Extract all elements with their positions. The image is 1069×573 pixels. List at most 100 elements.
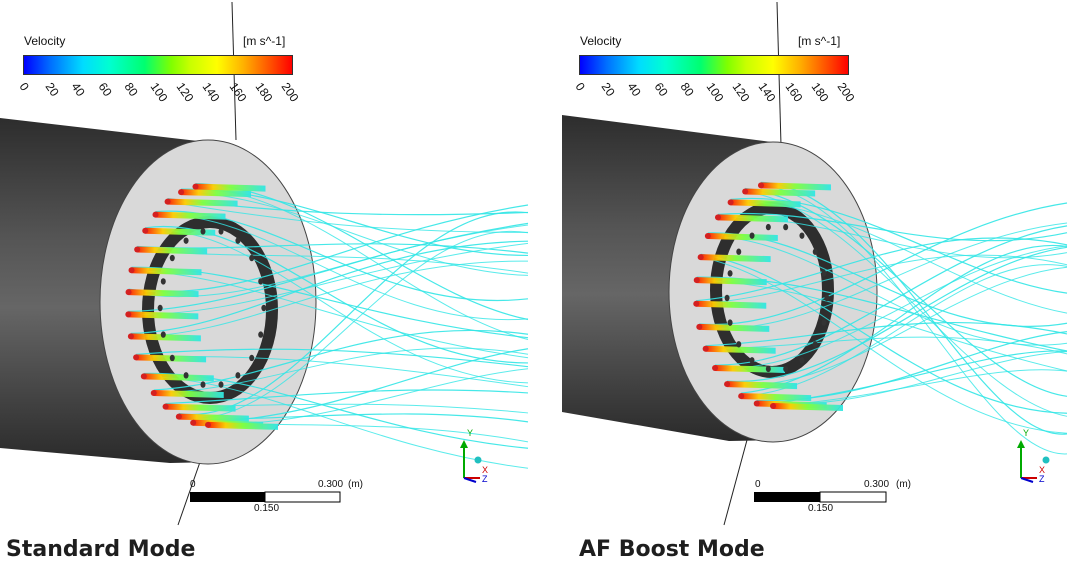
hole-icon <box>727 319 733 326</box>
hole-icon <box>169 354 175 362</box>
colorbar-gradient <box>23 55 293 75</box>
streamline <box>130 260 529 337</box>
streamline <box>696 254 1068 305</box>
hole-icon <box>218 381 224 388</box>
hole-icon <box>200 228 206 235</box>
axis-z-label: Z <box>482 474 488 484</box>
nozzle-icon <box>162 403 169 410</box>
nozzle-icon <box>125 289 132 296</box>
nozzle-jet <box>741 393 812 402</box>
nozzle-jet <box>700 254 771 263</box>
scale-unit: (m) <box>348 479 363 490</box>
scale-max: 0.300 <box>864 479 890 490</box>
colorbar-title: Velocity <box>24 34 66 48</box>
streamline <box>699 202 1068 326</box>
nozzle-icon <box>697 254 704 261</box>
nozzle-jet <box>705 345 776 354</box>
axis-triad-icon <box>1017 440 1050 483</box>
nozzle-icon <box>125 311 132 318</box>
scale-mid: 0.150 <box>808 503 834 514</box>
nozzle-jet <box>208 421 278 430</box>
streamline <box>131 269 529 359</box>
streamline <box>700 253 1068 414</box>
nozzle-jet <box>137 246 208 255</box>
nozzle-icon <box>178 189 185 196</box>
nozzle-jet <box>195 183 266 192</box>
hole-icon <box>183 372 189 379</box>
hole-icon <box>169 254 175 262</box>
nozzle-jet <box>181 189 252 198</box>
scale-zero: 0 <box>190 479 196 490</box>
nozzle-icon <box>127 333 134 340</box>
nozzle-icon <box>724 381 731 388</box>
nozzle-icon <box>757 182 764 189</box>
nozzle-jet <box>167 198 238 207</box>
nozzle-jet <box>128 289 199 298</box>
nozzle-icon <box>134 246 141 253</box>
nozzle-jet <box>730 199 801 208</box>
streamline <box>130 240 529 335</box>
nozzle-jet <box>696 277 767 286</box>
hole-icon <box>218 228 224 235</box>
hole-icon <box>258 278 264 285</box>
hole-icon <box>183 237 189 244</box>
nozzle-jet <box>727 381 798 390</box>
hole-icon <box>235 237 241 244</box>
caption: AF Boost Mode <box>579 537 765 562</box>
hole-icon <box>724 294 730 302</box>
hole-icon <box>824 294 830 302</box>
hole-icon <box>258 331 264 338</box>
hole-icon <box>799 232 805 239</box>
hole-icon <box>821 270 827 277</box>
streamline <box>772 350 1068 404</box>
nozzle-icon <box>738 393 745 400</box>
streamline <box>696 237 1068 302</box>
nozzle-jet <box>165 403 236 412</box>
hole-icon <box>749 357 755 364</box>
nozzle-icon <box>704 232 711 239</box>
colorbar-unit: [m s^-1] <box>798 34 841 48</box>
colorbar-gradient <box>579 55 849 75</box>
hole-icon <box>812 248 818 255</box>
nozzle-jet <box>143 373 214 382</box>
streamline <box>760 181 1068 435</box>
vertical-axis-line-bottom <box>723 439 748 526</box>
nozzle-icon <box>175 413 182 420</box>
nozzle-jet <box>153 390 224 399</box>
streamline <box>207 348 529 423</box>
nozzle-icon <box>140 373 147 380</box>
streamlines <box>128 182 529 469</box>
nozzle-jets <box>125 183 278 430</box>
scale-bar-empty <box>819 491 887 503</box>
hole-icon <box>249 254 255 262</box>
vertical-axis-line-bottom <box>177 461 201 526</box>
hole-icon <box>799 357 805 364</box>
nozzle-jet <box>131 267 202 276</box>
hole-icon <box>749 232 755 239</box>
streamline <box>715 245 1068 369</box>
streamline <box>727 246 1068 382</box>
hole-icon <box>736 248 742 255</box>
streamline <box>128 222 529 313</box>
nozzle-jet <box>155 211 226 220</box>
streamline <box>741 244 1068 394</box>
cfd-render-af-boost <box>562 1 1068 526</box>
cfd-panel-af-boost: Velocity [m s^-1] 0 20 40 60 80 100 120 140 160 1… <box>539 0 1069 573</box>
nozzle-jet <box>760 182 831 191</box>
caption: Standard Mode <box>6 537 196 562</box>
nozzle-jet <box>699 323 770 332</box>
axis-x-label: X <box>482 465 489 475</box>
axis-y-label: Y <box>1023 428 1030 438</box>
hole-icon <box>200 381 206 388</box>
streamline <box>705 321 1068 347</box>
scale-unit: (m) <box>896 479 911 490</box>
nozzle-jet <box>178 413 249 422</box>
nozzle-jet <box>130 333 201 342</box>
hole-icon <box>821 319 827 326</box>
nozzle-jet <box>773 403 843 411</box>
streamline <box>167 201 529 233</box>
hole-icon <box>249 354 255 362</box>
hole-icon <box>235 372 241 379</box>
scale-max: 0.300 <box>318 479 344 490</box>
nozzle-icon <box>128 267 135 274</box>
